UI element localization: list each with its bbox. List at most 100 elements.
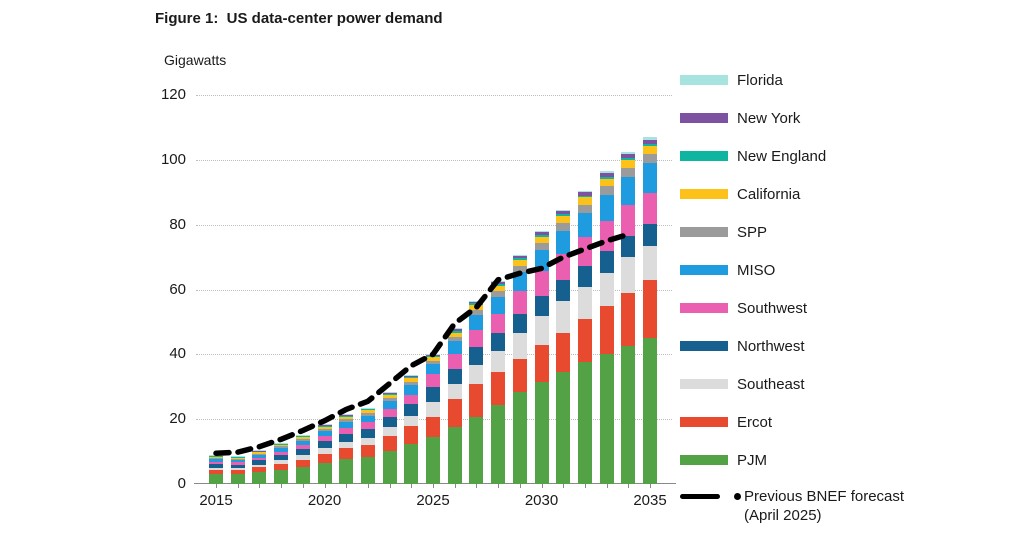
legend-label: Northwest xyxy=(737,337,805,355)
bar-segment-new-england-2025 xyxy=(426,356,440,358)
bar-segment-florida-2031 xyxy=(556,210,571,212)
bar-segment-miso-2030 xyxy=(534,249,549,272)
x-tick-mark xyxy=(367,484,369,488)
bar-segment-new-york-2023 xyxy=(382,392,397,394)
bar-segment-new-york-2021 xyxy=(339,414,354,416)
bar-segment-ercot-2015 xyxy=(209,470,223,475)
legend-item-miso: MISO xyxy=(680,259,775,281)
bar-segment-southeast-2031 xyxy=(556,301,571,333)
bar-segment-southwest-2031 xyxy=(556,253,571,281)
legend-swatch-spp xyxy=(680,227,728,237)
bar-segment-new-england-2022 xyxy=(360,409,375,410)
bar-segment-miso-2024 xyxy=(404,385,419,395)
bar-segment-southwest-2020 xyxy=(317,436,332,442)
y-tick-label: 20 xyxy=(169,410,186,428)
bar-segment-california-2027 xyxy=(469,304,484,310)
bar-segment-spp-2024 xyxy=(404,382,419,386)
bar-segment-spp-2023 xyxy=(382,398,397,402)
legend-item-california: California xyxy=(680,183,800,205)
x-tick-label: 2030 xyxy=(524,492,559,509)
bar-segment-new-york-2032 xyxy=(577,192,592,196)
bar-segment-southeast-2033 xyxy=(599,272,614,306)
bar-segment-northwest-2034 xyxy=(621,236,636,258)
gridline xyxy=(196,159,672,161)
bar-segment-northwest-2035 xyxy=(643,224,657,246)
bar-segment-northwest-2033 xyxy=(599,251,614,273)
bar-segment-southwest-2030 xyxy=(534,271,549,296)
legend-label: SPP xyxy=(737,223,768,241)
bar-segment-new-england-2020 xyxy=(317,425,332,427)
legend-item-pjm: PJM xyxy=(680,449,767,471)
x-tick-label: 2020 xyxy=(307,492,342,509)
bar-segment-miso-2029 xyxy=(512,272,527,292)
bar-segment-southwest-2028 xyxy=(491,313,506,333)
bar-segment-new-england-2030 xyxy=(534,234,549,237)
bar-segment-northwest-2024 xyxy=(404,404,419,417)
x-tick-mark xyxy=(259,484,261,488)
bar-segment-southeast-2027 xyxy=(469,364,484,384)
legend-item-northwest: Northwest xyxy=(680,335,805,357)
bar-segment-spp-2015 xyxy=(209,458,223,460)
x-tick-label: 2015 xyxy=(199,492,233,509)
legend-label: New York xyxy=(737,109,801,127)
bar-segment-spp-2020 xyxy=(317,428,332,431)
bar-segment-new-england-2035 xyxy=(643,143,657,147)
bar-segment-ercot-2033 xyxy=(599,305,614,355)
bar-segment-california-2028 xyxy=(491,285,506,292)
bar-segment-spp-2027 xyxy=(469,309,484,315)
bar-segment-southwest-2029 xyxy=(512,291,527,314)
bar-segment-spp-2031 xyxy=(556,223,571,231)
x-tick-mark xyxy=(606,484,608,488)
bar-segment-southeast-2029 xyxy=(512,333,527,360)
bar-segment-new-england-2024 xyxy=(404,377,419,378)
bar-segment-pjm-2021 xyxy=(339,459,354,484)
bar-segment-southeast-2017 xyxy=(252,464,267,468)
bar-segment-pjm-2020 xyxy=(317,463,332,484)
bar-segment-miso-2020 xyxy=(317,430,332,437)
bar-segment-new-england-2032 xyxy=(577,195,592,198)
bar-segment-miso-2034 xyxy=(621,177,636,206)
bar-segment-spp-2022 xyxy=(360,413,375,416)
bar-segment-southwest-2033 xyxy=(599,221,614,252)
legend-item-southwest: Southwest xyxy=(680,297,807,319)
bar-segment-southwest-2025 xyxy=(426,374,440,387)
bar-segment-southwest-2021 xyxy=(339,427,354,434)
bar-segment-northwest-2030 xyxy=(534,295,549,317)
legend-swatch-new-york xyxy=(680,113,728,123)
legend-item-ercot: Ercot xyxy=(680,411,772,433)
legend-label: PJM xyxy=(737,451,767,469)
legend-swatch-miso xyxy=(680,265,728,275)
bar-segment-spp-2034 xyxy=(621,167,636,178)
bar-segment-florida-2027 xyxy=(469,300,484,302)
bar-segment-new-england-2021 xyxy=(339,415,354,417)
bar-segment-southeast-2016 xyxy=(230,468,245,471)
legend-label: Southwest xyxy=(737,299,808,317)
legend-label: Ercot xyxy=(737,413,773,431)
bar-segment-southwest-2027 xyxy=(469,329,484,348)
bar-segment-california-2017 xyxy=(252,451,267,454)
x-tick-label: 2025 xyxy=(416,492,450,509)
bar-segment-southeast-2024 xyxy=(404,416,419,427)
y-tick-label: 40 xyxy=(169,345,186,363)
bar-segment-california-2034 xyxy=(621,160,636,168)
bar-segment-southwest-2035 xyxy=(643,192,657,225)
bar-segment-florida-2034 xyxy=(621,151,636,154)
forecast-label-line1: Previous BNEF forecast xyxy=(744,488,905,505)
bar-segment-southeast-2035 xyxy=(643,245,657,280)
x-tick-mark xyxy=(237,484,239,488)
bar-segment-new-england-2027 xyxy=(469,303,484,305)
bar-segment-california-2026 xyxy=(447,332,462,338)
bar-segment-pjm-2035 xyxy=(643,338,657,484)
legend-swatch-new-england xyxy=(680,151,728,161)
bar-segment-southeast-2015 xyxy=(209,467,223,471)
legend-label: MISO xyxy=(737,261,776,279)
bar-segment-new-york-2029 xyxy=(512,256,527,259)
bar-segment-southwest-2016 xyxy=(230,462,245,465)
bar-segment-california-2024 xyxy=(404,378,419,383)
bar-segment-pjm-2032 xyxy=(577,362,592,484)
bar-segment-new-england-2034 xyxy=(621,157,636,161)
bar-segment-new-york-2028 xyxy=(491,282,506,284)
bar-segment-northwest-2032 xyxy=(577,265,592,287)
bar-segment-southeast-2022 xyxy=(360,437,375,445)
